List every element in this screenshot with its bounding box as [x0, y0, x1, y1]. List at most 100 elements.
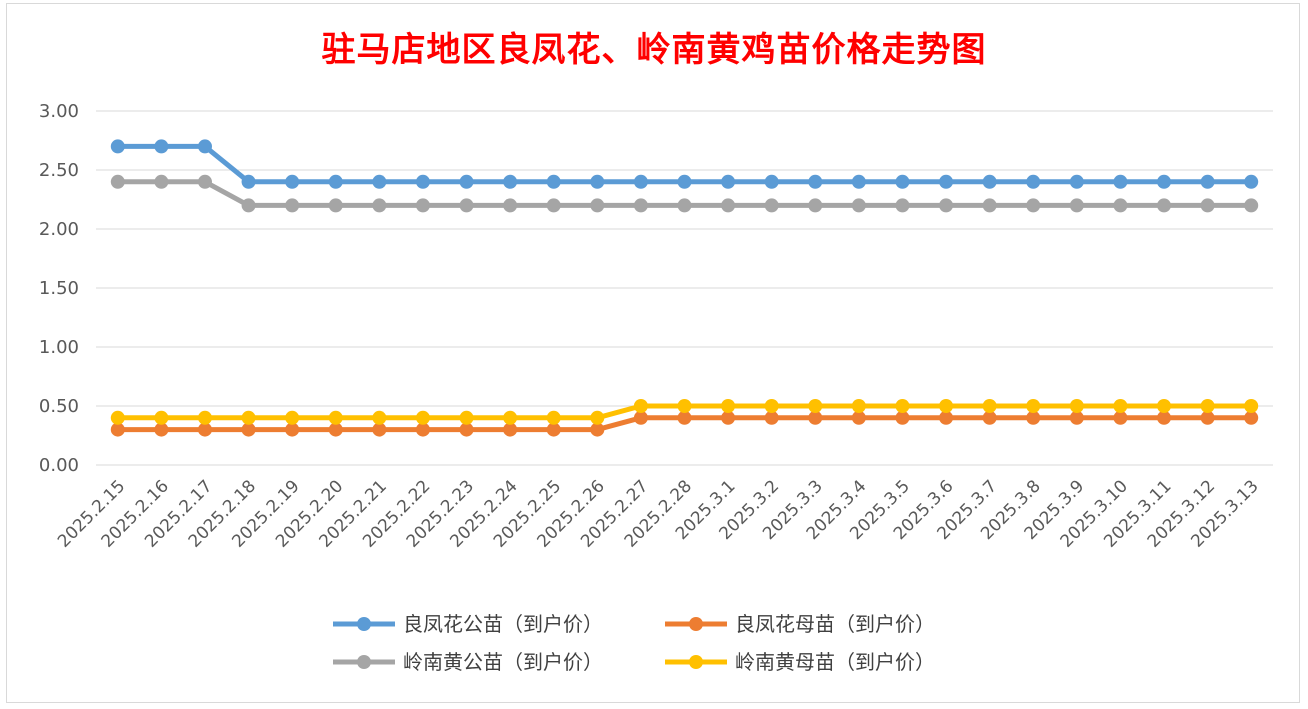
y-tick-label: 2.00: [39, 219, 79, 240]
series-4-point: [1200, 399, 1215, 413]
series-2-point: [851, 410, 866, 425]
y-tick-label: 0.50: [39, 396, 79, 417]
series-1-point: [1026, 174, 1041, 189]
series-3-point: [1157, 198, 1172, 213]
series-4-point: [808, 399, 823, 413]
series-4-point: [1113, 399, 1128, 413]
series-1-point: [546, 174, 561, 189]
series-3-point: [851, 198, 866, 213]
series-3-point: [328, 198, 343, 213]
series-3-point: [154, 174, 169, 189]
series-2-point: [895, 410, 910, 425]
series-4-point: [721, 399, 736, 413]
series-4-point: [1244, 399, 1259, 413]
series-3-point: [241, 198, 256, 213]
series-1-point: [939, 174, 954, 189]
series-1-point: [415, 174, 430, 189]
y-tick-label: 0.00: [39, 455, 79, 476]
series-1-point: [1069, 174, 1084, 189]
series-3-point: [459, 198, 474, 213]
series-2-point: [677, 410, 692, 425]
series-4-point: [1157, 399, 1172, 413]
series-3-point: [1200, 198, 1215, 213]
series-2-point: [503, 422, 518, 437]
series-4-point: [415, 410, 430, 425]
series-3-point: [721, 198, 736, 213]
series-4-point: [590, 410, 605, 425]
series-4-point: [1069, 399, 1084, 413]
legend-label: 良凤花公苗（到户价）: [403, 612, 603, 636]
series-3-point: [546, 198, 561, 213]
series-3-point: [503, 198, 518, 213]
series-4-point: [982, 399, 997, 413]
series-2-point: [459, 422, 474, 437]
series-3-point: [415, 198, 430, 213]
series-1-point: [1157, 174, 1172, 189]
series-1-point: [241, 174, 256, 189]
chart-frame: [6, 3, 1300, 703]
series-4-point: [285, 410, 300, 425]
series-4-point: [939, 399, 954, 413]
series-2-point: [1026, 410, 1041, 425]
legend-label: 岭南黄公苗（到户价）: [403, 650, 603, 674]
y-tick-label: 1.50: [39, 278, 79, 299]
series-3-point: [1244, 198, 1259, 213]
series-4-point: [503, 410, 518, 425]
series-1-point: [503, 174, 518, 189]
series-2-point: [939, 410, 954, 425]
series-4-point: [154, 410, 169, 425]
series-1-point: [982, 174, 997, 189]
series-2-point: [197, 422, 212, 437]
series-2-point: [328, 422, 343, 437]
series-1-point: [459, 174, 474, 189]
series-2-point: [590, 422, 605, 437]
series-2-point: [415, 422, 430, 437]
series-3-point: [633, 198, 648, 213]
series-2-point: [764, 410, 779, 425]
series-4-point: [764, 399, 779, 413]
series-1-point: [721, 174, 736, 189]
series-4-point: [1026, 399, 1041, 413]
series-4-point: [459, 410, 474, 425]
series-1-point: [895, 174, 910, 189]
series-1-point: [851, 174, 866, 189]
series-2-point: [1157, 410, 1172, 425]
series-1-point: [197, 139, 212, 154]
series-1-point: [285, 174, 300, 189]
series-1-point: [110, 139, 125, 154]
legend-label: 良凤花母苗（到户价）: [735, 612, 935, 636]
series-4-point: [197, 410, 212, 425]
series-3-point: [1026, 198, 1041, 213]
legend-marker: [357, 655, 371, 669]
series-2-point: [154, 422, 169, 437]
series-2-point: [982, 410, 997, 425]
y-tick-label: 3.00: [39, 101, 79, 122]
series-2-point: [372, 422, 387, 437]
series-2-point: [1113, 410, 1128, 425]
series-2-point: [721, 410, 736, 425]
series-4-point: [677, 399, 692, 413]
series-4-point: [633, 399, 648, 413]
series-3-point: [372, 198, 387, 213]
series-3-point: [110, 174, 125, 189]
series-3-point: [285, 198, 300, 213]
series-3-point: [1113, 198, 1128, 213]
series-2-point: [110, 422, 125, 437]
series-4-point: [328, 410, 343, 425]
series-1-point: [328, 174, 343, 189]
series-1-point: [590, 174, 605, 189]
series-4-point: [851, 399, 866, 413]
series-4-point: [241, 410, 256, 425]
series-3-point: [982, 198, 997, 213]
series-3-point: [1069, 198, 1084, 213]
series-2-point: [1244, 410, 1259, 425]
series-3-point: [677, 198, 692, 213]
series-2-point: [808, 410, 823, 425]
series-2-point: [546, 422, 561, 437]
series-4-point: [110, 410, 125, 425]
series-2-point: [1200, 410, 1215, 425]
series-3-point: [764, 198, 779, 213]
series-1-point: [808, 174, 823, 189]
series-1-point: [1200, 174, 1215, 189]
series-1-point: [372, 174, 387, 189]
